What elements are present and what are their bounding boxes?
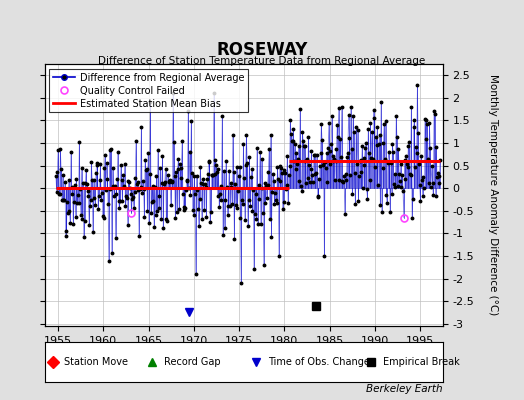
- Legend: Difference from Regional Average, Quality Control Failed, Estimated Station Mean: Difference from Regional Average, Qualit…: [49, 69, 248, 112]
- Text: Difference of Station Temperature Data from Regional Average: Difference of Station Temperature Data f…: [99, 56, 425, 66]
- Text: Record Gap: Record Gap: [164, 357, 221, 367]
- Text: ROSEWAY: ROSEWAY: [216, 41, 308, 59]
- Text: Time of Obs. Change: Time of Obs. Change: [268, 357, 369, 367]
- Text: Berkeley Earth: Berkeley Earth: [366, 384, 443, 394]
- Text: Empirical Break: Empirical Break: [383, 357, 460, 367]
- Y-axis label: Monthly Temperature Anomaly Difference (°C): Monthly Temperature Anomaly Difference (…: [488, 74, 498, 316]
- Text: Station Move: Station Move: [64, 357, 128, 367]
